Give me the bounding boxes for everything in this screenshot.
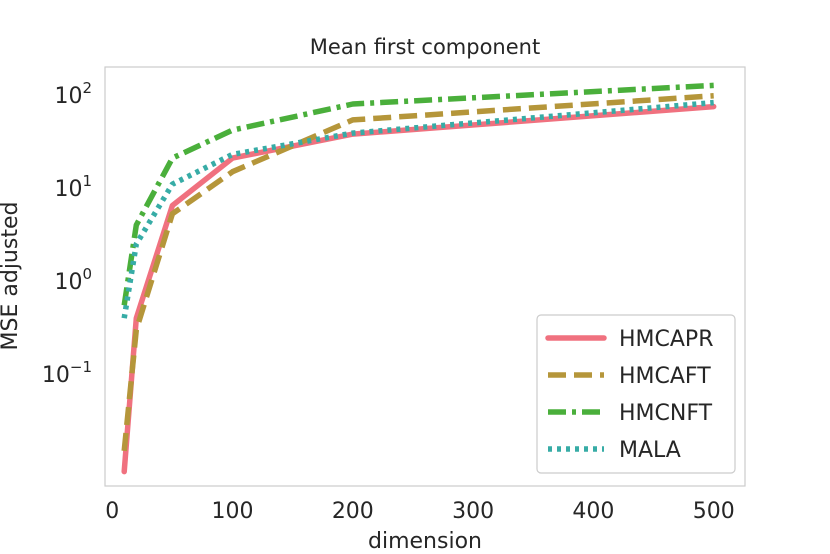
x-tick-label: 500 bbox=[693, 499, 735, 524]
x-tick-label: 0 bbox=[105, 499, 119, 524]
legend-label-hmcapr: HMCAPR bbox=[619, 327, 714, 352]
series-layer bbox=[121, 82, 717, 475]
y-axis-label: MSE adjusted bbox=[0, 202, 23, 351]
x-tick-label: 300 bbox=[452, 499, 494, 524]
x-axis-label: dimension bbox=[368, 529, 482, 554]
legend-box bbox=[536, 314, 736, 474]
y-tick-label: 10−1 bbox=[42, 358, 92, 388]
x-tick-label: 100 bbox=[212, 499, 254, 524]
x-tick-label: 400 bbox=[572, 499, 614, 524]
y-tick-label: 100 bbox=[54, 265, 92, 295]
x-tick-label: 200 bbox=[332, 499, 374, 524]
y-tick-label: 102 bbox=[54, 79, 92, 109]
legend-label-mala: MALA bbox=[619, 438, 681, 463]
x-tick-labels: 0 100 200 300 400 500 bbox=[105, 499, 735, 524]
legend: HMCAPR HMCAFT HMCNFT MALA bbox=[536, 314, 736, 474]
y-tick-labels: 10−1 100 101 102 bbox=[42, 79, 92, 388]
legend-label-hmcnft: HMCNFT bbox=[619, 401, 713, 426]
y-tick-label: 101 bbox=[54, 172, 92, 202]
chart-title: Mean first component bbox=[310, 35, 540, 59]
legend-label-hmcaft: HMCAFT bbox=[619, 364, 711, 389]
series-line-hmcaft bbox=[121, 93, 714, 452]
